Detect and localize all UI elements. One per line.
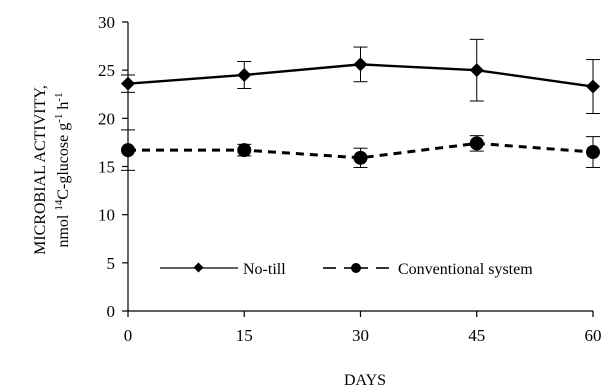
conventional-series-line [128, 141, 594, 160]
y-axis-title-sup-c: -1 [53, 92, 65, 101]
y-axis-title-sup-a: 14 [53, 199, 65, 211]
no-till-data-point [237, 67, 252, 82]
y-axis-title-line1: MICROBIAL ACTIVITY, [32, 85, 49, 255]
y-tick-label: 20 [98, 109, 115, 128]
y-tick-label: 30 [98, 13, 115, 32]
y-axis-title-unit-a: nmol [55, 211, 72, 248]
x-tick-label: 30 [352, 326, 369, 345]
y-axis-title-sup-b: -1 [53, 114, 65, 123]
y-tick-labels: 0 5 10 15 20 25 30 [98, 13, 115, 321]
y-tick-label: 15 [98, 158, 115, 177]
y-tick-label: 0 [107, 302, 116, 321]
no-till-data-point [353, 57, 368, 72]
y-axis-title-unit-b: C-glucose g [55, 123, 72, 200]
no-till-data-point [469, 63, 484, 78]
conventional-data-point [237, 143, 252, 158]
legend: No-till Conventional system [160, 261, 533, 278]
x-axis-title: DAYS [344, 372, 386, 388]
conventional-data-point [469, 136, 484, 151]
y-axis-title-line2: nmol 14C-glucose g-1 h-1 [53, 92, 72, 247]
series-layer [121, 38, 600, 171]
x-tick-label: 45 [468, 326, 485, 345]
legend-conventional-label: Conventional system [398, 261, 533, 278]
legend-no-till-label: No-till [243, 261, 286, 278]
conventional-data-point [586, 145, 600, 160]
y-axis-title-unit-c: h [55, 102, 72, 114]
no-till-data-point [586, 79, 600, 94]
x-tick-label: 15 [236, 326, 253, 345]
x-tick-labels: 0 15 30 45 60 [124, 326, 602, 345]
legend-conventional-marker [351, 263, 361, 273]
y-tick-label: 5 [107, 254, 116, 273]
x-tick-label: 60 [585, 326, 602, 345]
legend-no-till-marker [193, 262, 204, 273]
no-till-data-point [121, 76, 135, 91]
conventional-data-point [353, 150, 368, 165]
y-tick-label: 10 [98, 206, 115, 225]
conventional-data-point [121, 143, 135, 158]
y-tick-label: 25 [98, 61, 115, 80]
x-tick-label: 0 [124, 326, 133, 345]
